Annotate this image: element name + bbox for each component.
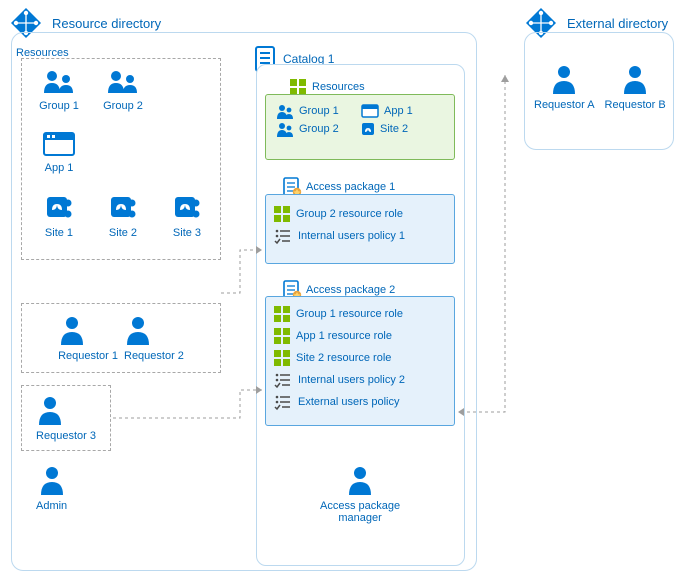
person-icon <box>550 64 578 94</box>
grid-icon <box>274 306 290 322</box>
group-icon <box>42 67 76 95</box>
external-requestors: Requestor A Requestor B <box>534 64 666 111</box>
site-icon <box>108 194 138 222</box>
resource-group-1: Group 1 <box>34 67 84 112</box>
grid-icon <box>274 328 290 344</box>
person-icon <box>124 315 152 345</box>
grid-icon <box>290 79 306 95</box>
grid-icon <box>274 206 290 222</box>
catalog-resources-header: Resources <box>290 79 365 95</box>
requestor-2: Requestor 2 <box>124 315 184 362</box>
catalog-resource-group2: Group 2 <box>276 121 361 137</box>
group-icon <box>276 103 294 119</box>
ap2-role-3: Site 2 resource role <box>266 347 454 369</box>
site-icon <box>361 122 375 136</box>
resource-group-2: Group 2 <box>98 67 148 112</box>
admin: Admin <box>36 465 67 512</box>
ap1-policy-1: Internal users policy 1 <box>266 225 454 247</box>
person-icon <box>58 315 86 345</box>
ap2-policy-2: External users policy <box>266 391 454 413</box>
grid-icon <box>274 350 290 366</box>
internal-requestors-group-2: Requestor 3 <box>21 385 111 451</box>
requestor-b: Requestor B <box>605 64 666 111</box>
access-package-1-box: Group 2 resource role Internal users pol… <box>265 194 455 264</box>
resources-panel: Group 1 Group 2 App 1 Site 1 Site 2 Site… <box>21 58 221 260</box>
ap2-policy-1: Internal users policy 2 <box>266 369 454 391</box>
external-directory-title: External directory <box>567 16 668 31</box>
ap2-role-1: Group 1 resource role <box>266 303 454 325</box>
person-icon <box>36 395 64 425</box>
person-icon <box>346 465 374 495</box>
site-icon <box>44 194 74 222</box>
requestor-1: Requestor 1 <box>58 315 118 362</box>
list-icon <box>274 393 292 411</box>
requestor-a: Requestor A <box>534 64 595 111</box>
access-package-manager: Access package manager <box>320 465 400 524</box>
group-icon <box>276 121 294 137</box>
catalog-resource-group1: Group 1 <box>276 103 361 119</box>
resource-site-2: Site 2 <box>98 194 148 239</box>
access-package-2-box: Group 1 resource role App 1 resource rol… <box>265 296 455 426</box>
catalog-resource-app1: App 1 <box>361 103 446 119</box>
site-icon <box>172 194 202 222</box>
ap1-role-1: Group 2 resource role <box>266 203 454 225</box>
catalog-resource-site2: Site 2 <box>361 121 446 137</box>
person-icon <box>38 465 66 495</box>
person-icon <box>621 64 649 94</box>
app-icon <box>361 103 379 119</box>
list-icon <box>274 227 292 245</box>
app-icon <box>42 129 76 157</box>
requestor-3: Requestor 3 <box>36 395 96 442</box>
internal-requestors-group-1: Requestor 1 Requestor 2 <box>21 303 221 373</box>
resource-site-1: Site 1 <box>34 194 84 239</box>
list-icon <box>274 371 292 389</box>
catalog-resources-box: Group 1 App 1 Group 2 Site 2 <box>265 94 455 160</box>
resource-site-3: Site 3 <box>162 194 212 239</box>
resource-directory-title: Resource directory <box>52 16 161 31</box>
ap2-role-2: App 1 resource role <box>266 325 454 347</box>
resource-app-1: App 1 <box>34 129 84 174</box>
group-icon <box>106 67 140 95</box>
